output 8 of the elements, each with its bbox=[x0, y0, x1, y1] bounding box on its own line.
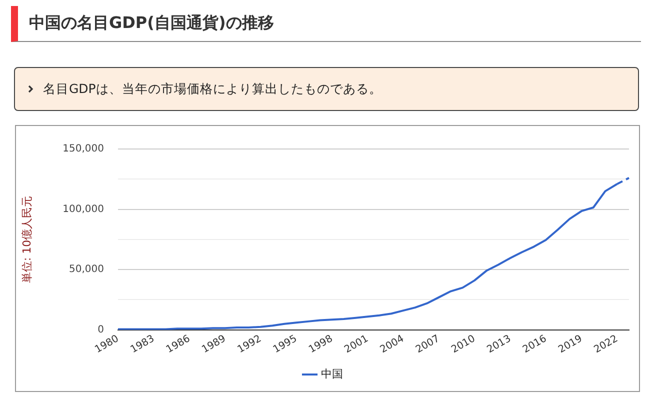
y-tick-label: 100,000 bbox=[62, 204, 104, 215]
legend-label: 中国 bbox=[320, 367, 343, 380]
text: 名目GDPは、当年の市場価格により算出したものである。 bbox=[43, 81, 382, 96]
y-tick-label: 50,000 bbox=[69, 264, 104, 276]
chart-title: 中国の名目GDP(自国通貨)の推移 bbox=[11, 6, 641, 42]
y-axis-title: 単位: 10億人民元 bbox=[20, 196, 34, 284]
y-tick-label: 0 bbox=[98, 324, 104, 336]
y-tick-label: 150,000 bbox=[62, 144, 104, 155]
